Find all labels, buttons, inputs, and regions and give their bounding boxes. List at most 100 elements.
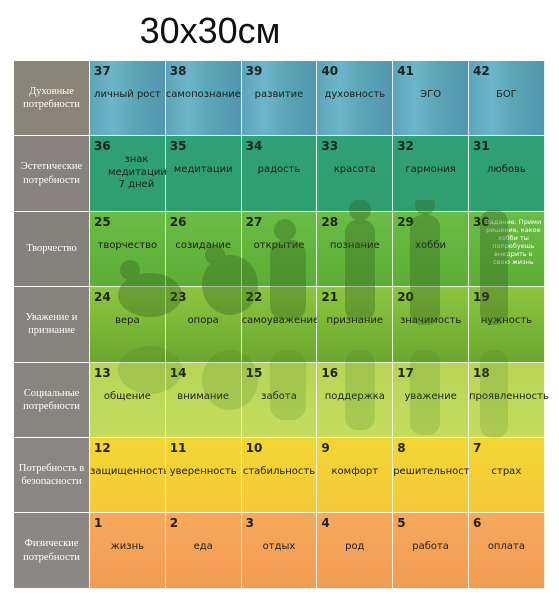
cell-number: 9: [321, 440, 330, 455]
board-cell-25[interactable]: 25 творчество: [90, 211, 166, 288]
cell-label: страх: [491, 465, 522, 477]
board-cell-5[interactable]: 5 работа: [393, 513, 469, 589]
cell-number: 24: [94, 290, 111, 305]
cell-label: творчество: [97, 239, 158, 251]
cell-number: 6: [472, 516, 482, 531]
cell-label: поддержка: [324, 390, 385, 402]
cell-label: работа: [412, 541, 449, 553]
cell-label: личный рост: [94, 89, 161, 100]
board-cell-13[interactable]: 13 общение: [90, 362, 166, 438]
cell-number: 29: [397, 214, 414, 229]
cell-number: 22: [245, 290, 263, 305]
board-cell-14[interactable]: 14 внимание: [165, 362, 242, 438]
cell-number: 25: [94, 214, 111, 229]
cell-number: 34: [245, 139, 263, 154]
cell-label: уверенность: [169, 465, 237, 477]
cell-number: 17: [397, 365, 414, 380]
row-label-spiritual: Духовные потребности: [14, 61, 90, 137]
board-cell-6[interactable]: 6 оплата: [468, 513, 545, 589]
cell-number: 28: [321, 214, 339, 229]
cell-number: 21: [321, 290, 339, 305]
board-cell-7[interactable]: 7 страх: [468, 437, 545, 514]
board-cell-30[interactable]: 30 Задание. Прими решение, какое хобби ты…: [468, 211, 545, 288]
board-cell-21[interactable]: 21 признание: [317, 287, 394, 363]
cell-number: 30: [472, 214, 490, 229]
board-cell-12[interactable]: 12 защищенность: [90, 437, 170, 514]
needs-board-grid: Духовные потребности 37 личный рост 38 сам…: [14, 61, 549, 589]
board-cell-17[interactable]: 17 уважение: [393, 362, 469, 438]
board-cell-20[interactable]: 20 значимость: [393, 287, 469, 363]
row-label-physical: Физические потребности: [14, 513, 90, 589]
cell-label: проявленность: [468, 390, 549, 402]
cell-label: любовь: [486, 164, 526, 176]
cell-number: 8: [397, 440, 406, 455]
cell-number: 40: [321, 64, 339, 78]
board-cell-27[interactable]: 27 открытие: [241, 211, 318, 288]
board-cell-22[interactable]: 22 самоуважение: [241, 287, 319, 363]
cell-number: 3: [245, 516, 254, 531]
cell-number: 41: [397, 64, 414, 78]
cell-number: 14: [169, 365, 187, 380]
board-cell-33[interactable]: 33 красота: [317, 136, 394, 212]
cell-label: защищенность: [90, 465, 170, 477]
cell-number: 2: [169, 516, 179, 531]
cell-label: вера: [115, 315, 140, 327]
cell-label: знак медитации 7 дней: [108, 154, 167, 191]
board-cell-31[interactable]: 31 любовь: [468, 136, 545, 212]
cell-label: признание: [326, 315, 384, 327]
board-cell-38[interactable]: 38 самопознание: [165, 61, 242, 137]
cell-label: отдых: [262, 541, 296, 553]
board-cell-16[interactable]: 16 поддержка: [317, 362, 394, 438]
board-cell-39[interactable]: 39 развитие: [241, 61, 318, 137]
cell-number: 10: [245, 440, 263, 455]
cell-label: радость: [257, 164, 301, 176]
board-cell-11[interactable]: 11 уверенность: [165, 437, 242, 514]
board-cell-24[interactable]: 24 вера: [90, 287, 166, 363]
row-label-creativity: Творчество: [14, 211, 90, 288]
board-cell-32[interactable]: 32 гармония: [393, 136, 469, 212]
cell-number: 31: [472, 139, 490, 154]
row-label-respect: Уважение и признание: [14, 287, 90, 363]
board-cell-15[interactable]: 15 забота: [241, 362, 318, 438]
board-cell-3[interactable]: 3 отдых: [241, 513, 318, 589]
board-cell-40[interactable]: 40 духовность: [317, 61, 394, 137]
board-cell-8[interactable]: 8 решительность: [393, 437, 475, 514]
cell-number: 5: [397, 516, 406, 531]
board-cell-18[interactable]: 18 проявленность: [468, 362, 549, 438]
cell-label: стабильность: [242, 465, 316, 477]
board-cell-34[interactable]: 34 радость: [241, 136, 318, 212]
cell-number: 19: [472, 290, 490, 305]
board-cell-2[interactable]: 2 еда: [165, 513, 242, 589]
cell-label: еда: [193, 541, 213, 553]
board-cell-1[interactable]: 1 жизнь: [90, 513, 166, 589]
cell-label: духовность: [324, 89, 386, 100]
board-cell-35[interactable]: 35 медитации: [165, 136, 242, 212]
row-label-social: Социальные потребности: [14, 362, 90, 438]
row-label-safety: Потребность в безопасности: [14, 437, 90, 514]
cell-label: открытие: [253, 239, 305, 251]
board-cell-9[interactable]: 9 комфорт: [317, 437, 394, 514]
cell-label: познание: [329, 239, 380, 251]
board-cell-29[interactable]: 29 хобби: [393, 211, 469, 288]
cell-label: жизнь: [110, 541, 145, 553]
cell-number: 15: [245, 365, 263, 380]
cell-number: 12: [94, 440, 111, 455]
board-cell-36[interactable]: 36 знак медитации 7 дней: [90, 136, 167, 212]
cell-label: забота: [261, 390, 297, 402]
cell-label: самопознание: [165, 89, 241, 100]
cell-number: 26: [169, 214, 187, 229]
board-cell-26[interactable]: 26 созидание: [165, 211, 242, 288]
cell-number: 32: [397, 139, 414, 154]
board-size-title: 30х30см: [139, 10, 281, 51]
board-cell-23[interactable]: 23 опора: [165, 287, 242, 363]
board-cell-4[interactable]: 4 род: [317, 513, 394, 589]
cell-label: значимость: [399, 315, 462, 327]
board-cell-42[interactable]: 42 БОГ: [468, 61, 545, 137]
board-cell-28[interactable]: 28 познание: [317, 211, 394, 288]
board-cell-41[interactable]: 41 ЭГО: [393, 61, 469, 137]
cell-number: 42: [472, 64, 490, 78]
cell-label: общение: [103, 390, 151, 402]
board-cell-19[interactable]: 19 нужность: [468, 287, 545, 363]
board-cell-10[interactable]: 10 стабильность: [241, 437, 318, 514]
board-cell-37[interactable]: 37 личный рост: [90, 61, 166, 137]
